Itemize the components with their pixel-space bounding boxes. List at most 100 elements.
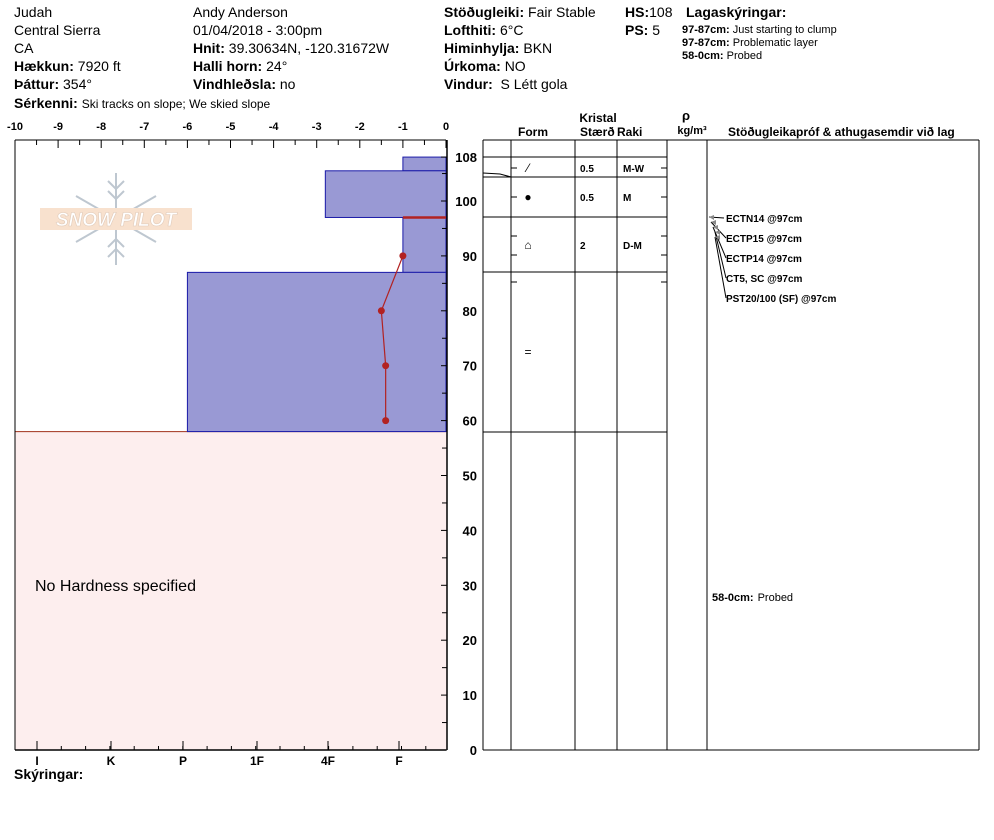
depth-tick-label: 40 [463, 523, 477, 538]
layer-note: 97-87cm: Just starting to clump [682, 24, 837, 37]
coords: Hnit: 39.30634N, -120.31672W [193, 39, 389, 57]
layer-connector [482, 172, 512, 178]
arrow-icon [715, 235, 720, 240]
arrow-icon [711, 220, 716, 225]
hardness-tick-label: P [179, 754, 187, 768]
temp-tick-label: 0 [443, 121, 449, 133]
temperature-line [380, 255, 404, 421]
bottom-note-range: 58-0cm: [712, 592, 754, 604]
depth-tick-label: 80 [463, 304, 477, 319]
stability-test: CT5, SC @97cm [726, 274, 803, 285]
arrow-icon [713, 225, 718, 230]
temp-tick-label: -8 [96, 121, 106, 133]
depth-tick-label: 90 [463, 249, 477, 264]
state: CA [14, 40, 34, 56]
temperature-point [382, 417, 390, 425]
legend-label: Skýringar: [14, 766, 83, 782]
logo-text: SNOW PILOT [56, 210, 178, 231]
coords-value: 39.30634N, -120.31672W [228, 40, 390, 56]
features-label: Sérkenni: [14, 95, 78, 111]
crystal-header: Kristal [579, 111, 616, 125]
depth-tick-label: 70 [463, 359, 477, 374]
sky: Himinhylja: BKN [444, 39, 552, 57]
size-header: Stærð [580, 125, 615, 139]
temp-tick-label: -4 [269, 121, 280, 133]
hardness-layer-bar [402, 156, 447, 172]
hs-value: 108 [649, 4, 673, 20]
stability-label: Stöðugleiki: [444, 4, 525, 20]
air-temp-label: Lofthiti: [444, 22, 497, 38]
stability-test: PST20/100 (SF) @97cm [726, 294, 836, 305]
temperature-point [377, 307, 385, 315]
crystal-size: 2 [580, 241, 586, 252]
features-value: Ski tracks on slope; We skied slope [81, 97, 271, 111]
layer-note: 58-0cm: Probed [682, 50, 762, 63]
hs-label: HS: [625, 4, 650, 20]
aspect-value: 354° [63, 76, 92, 92]
ps-label: PS: [625, 22, 649, 38]
depth-tick-label: 10 [463, 688, 477, 703]
moisture: M [623, 193, 631, 204]
hardness-tick-label: 1F [250, 754, 264, 768]
stability-value: Fair Stable [528, 4, 596, 20]
observer: Andy Anderson [193, 4, 288, 20]
hardness-tick-label: 4F [321, 754, 335, 768]
air-temp-value: 6°C [499, 22, 524, 38]
moisture: M-W [623, 164, 645, 175]
coords-label: Hnit: [193, 40, 225, 56]
stability-test: ECTN14 @97cm [726, 214, 803, 225]
stability-test: ECTP15 @97cm [726, 234, 802, 245]
ps-value: 5 [652, 22, 661, 38]
hardness-layer-bar [186, 271, 447, 433]
temp-tick-label: -9 [53, 121, 63, 133]
crystal-form-symbol: ⁄ [524, 161, 531, 175]
temp-tick-label: -1 [398, 121, 408, 133]
hs: HS:108 [625, 3, 672, 21]
elevation: Hækkun: 7920 ft [14, 57, 121, 75]
hardness-tick-label: F [395, 754, 402, 768]
precip: Úrkoma: NO [444, 57, 526, 75]
hardness-layer-bar [402, 216, 447, 273]
sky-label: Himinhylja: [444, 40, 520, 56]
crystal-form-symbol: = [524, 345, 531, 359]
temp-tick-label: -7 [139, 121, 149, 133]
layer-note-text: Probed [726, 50, 763, 62]
temperature-point [382, 362, 390, 370]
location: Judah [14, 4, 53, 20]
elevation-label: Hækkun: [14, 58, 74, 74]
test-pointer-line [714, 231, 727, 279]
layer-note-range: 97-87cm: [682, 37, 730, 49]
temp-tick-label: -3 [312, 121, 322, 133]
ps: PS: 5 [625, 21, 660, 39]
temp-tick-label: -10 [7, 121, 23, 133]
snowpilot-logo: SNOW PILOT [40, 173, 192, 265]
slope-label: Halli horn: [193, 58, 263, 74]
form-header: Form [518, 125, 548, 139]
aspect-label: Þáttur: [14, 76, 60, 92]
depth-tick-label: 50 [463, 469, 477, 484]
depth-tick-label: 30 [463, 578, 477, 593]
datetime: 01/04/2018 - 3:00pm [193, 22, 323, 38]
layer-note-range: 97-87cm: [682, 24, 730, 36]
no-hardness-label: No Hardness specified [35, 578, 196, 595]
wind-label: Vindur: [444, 76, 493, 92]
moisture: D-M [623, 241, 642, 252]
no-hardness-area [15, 431, 447, 750]
layer-note: 97-87cm: Problematic layer [682, 37, 818, 50]
wind-loading-value: no [279, 76, 296, 92]
layer-note-text: Problematic layer [732, 37, 818, 49]
temp-tick-label: -6 [183, 121, 193, 133]
crystal-size: 0.5 [580, 164, 594, 175]
stability: Stöðugleiki: Fair Stable [444, 3, 596, 21]
aspect: Þáttur: 354° [14, 75, 92, 93]
sky-value: BKN [523, 40, 553, 56]
region: Central Sierra [14, 22, 101, 38]
crystal-form-symbol: ● [524, 190, 531, 204]
depth-tick-label: 60 [463, 414, 477, 429]
wind-loading-label: Vindhleðsla: [193, 76, 276, 92]
arrow-icon [715, 230, 720, 235]
stability-test: ECTP14 @97cm [726, 254, 802, 265]
layer-note-range: 58-0cm: [682, 50, 724, 62]
logo-band [40, 208, 192, 230]
